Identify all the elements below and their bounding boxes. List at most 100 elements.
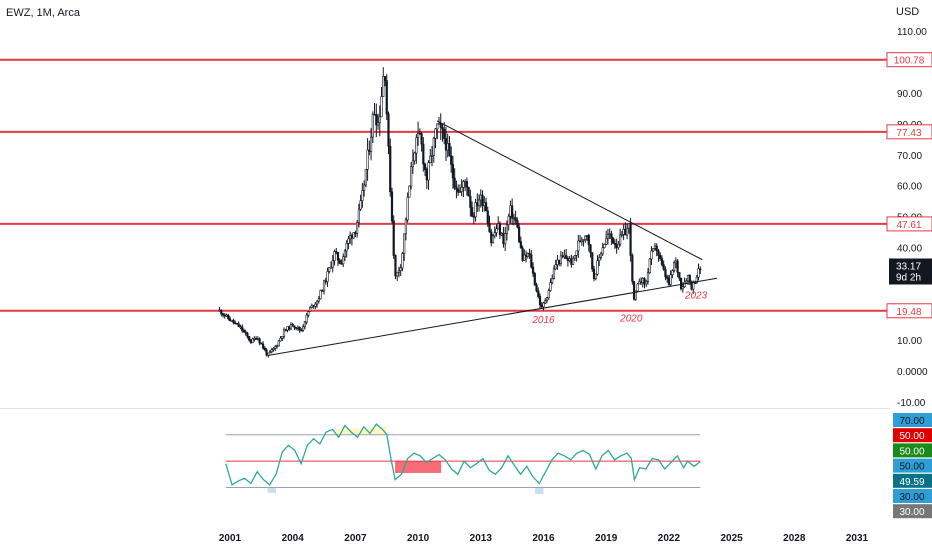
time-tick-label: 2007 [344,533,367,544]
candle-up [356,221,359,234]
candle-up [371,113,374,138]
candle-up [446,143,449,151]
candle-down [484,202,488,212]
candle-down [336,252,340,261]
candle-down [227,314,230,319]
candle-up [427,162,430,181]
candle-down [375,114,378,126]
candle-down [425,169,428,181]
candle-up [239,326,242,328]
candle-up [509,205,512,217]
candle-down [587,234,590,246]
candle-down [613,242,617,245]
candle-up [282,329,286,337]
candle-down [455,187,458,190]
candle-up [669,274,672,285]
candle-up [620,234,623,236]
candle-down [524,254,528,257]
candle-down [664,268,667,278]
candle-up [296,327,300,329]
candle-up [645,281,648,285]
candle-down [235,322,239,325]
candle-up [322,280,326,292]
candle-down [232,319,235,324]
candle-down [385,80,388,115]
candle-down [255,338,258,340]
year-annotation: 2020 [619,314,643,325]
candle-down [666,276,669,279]
rsi-tag-label: 30.00 [899,507,924,518]
candle-up [505,224,509,234]
candle-up [410,166,413,187]
candle-down [521,247,524,261]
candle-up [526,253,529,257]
candle-up [430,155,434,157]
level-tag-box [886,124,932,140]
candle-up [309,307,312,313]
level-tag-label: 19.48 [896,307,921,318]
candle-up [458,191,462,193]
last-price-countdown: 9d 2h [896,272,921,283]
candle-up [317,298,320,302]
candle-down [528,253,531,256]
time-tick-label: 2019 [595,533,618,544]
candle-up [302,326,305,331]
candle-down [249,339,253,343]
candle-up [545,297,549,301]
candle-up [650,250,653,260]
time-tick-label: 2028 [783,533,806,544]
candle-down [335,251,338,253]
level-tags: 100.78 77.43 47.61 19.48 [886,52,932,319]
candle-up [333,251,336,262]
candle-down [531,266,535,274]
candle-up [319,290,322,300]
candle-up [563,254,566,258]
candle-up [352,232,355,239]
candle-up [685,280,688,283]
level-tag-box [886,216,932,232]
candle-down [312,305,315,307]
candle-down [242,330,246,333]
candle-down [453,177,456,189]
candle-down [516,220,519,228]
candle-up [605,237,608,245]
candle-down [533,273,536,286]
candle-down [592,268,596,279]
price-tick-label: 60.00 [897,182,922,193]
candle-up [415,137,418,154]
candle-down [624,229,627,236]
candle-down [244,331,247,334]
rsi-tag-label: 70.00 [899,416,924,427]
horizontal-levels[interactable] [0,58,892,312]
time-tick-label: 2013 [470,533,493,544]
candle-up [399,267,402,271]
time-axis[interactable]: 2001 2004 2007 2010 2013 2016 2019 2022 2025 2028… [219,533,869,544]
time-tick-label: 2004 [282,533,305,544]
candle-down [537,290,540,297]
time-tick-label: 2001 [219,533,242,544]
candle-up [406,196,409,221]
candle-down [530,254,533,268]
time-tick-label: 2031 [846,533,869,544]
candle-up [601,247,604,255]
candle-up [349,235,352,240]
candle-down [540,304,543,308]
candle-up [636,283,639,292]
rsi-tag-label: 50.00 [899,431,924,442]
trendlines[interactable] [267,120,718,356]
candle-down [481,194,484,206]
candle-down [265,349,268,356]
time-tick-label: 2010 [407,533,430,544]
candle-down [284,329,287,332]
year-annotations: 2016 2020 2023 [531,290,707,326]
candle-down [565,254,568,259]
candle-down [390,191,394,222]
candle-down [612,238,615,244]
level-tag-label: 100.78 [894,56,925,67]
candle-up [218,309,221,312]
candle-up [429,155,432,164]
candle-down [561,255,564,258]
candle-down [615,244,618,248]
rsi-tag-box [893,473,932,488]
